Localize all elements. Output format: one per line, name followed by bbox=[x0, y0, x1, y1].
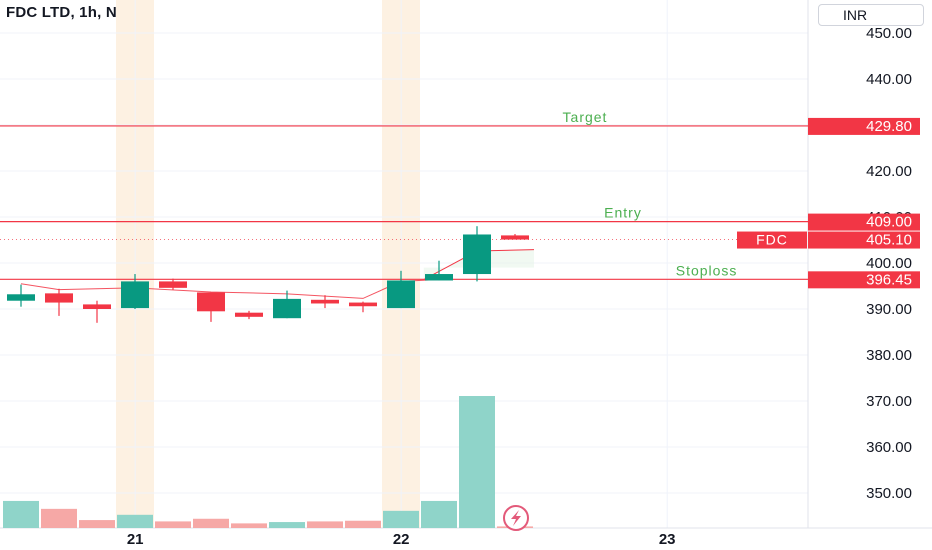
volume-bar bbox=[459, 396, 495, 528]
volume-bar bbox=[269, 522, 305, 528]
volume-bars bbox=[3, 396, 533, 528]
candle-body bbox=[159, 281, 187, 288]
time-tick-label: 22 bbox=[393, 531, 410, 548]
price-tag-last bbox=[808, 231, 920, 249]
candles bbox=[7, 226, 529, 323]
level-label-target: Target bbox=[563, 109, 608, 125]
candle-body bbox=[425, 274, 453, 281]
price-tick-label: 420.00 bbox=[866, 163, 912, 180]
candle-body bbox=[387, 280, 415, 309]
candle-body bbox=[349, 302, 377, 307]
price-tick-label: 390.00 bbox=[866, 301, 912, 318]
price-axis: 450.00440.00430.00420.00410.00400.00390.… bbox=[866, 25, 912, 502]
volume-bar bbox=[41, 508, 77, 528]
grid bbox=[0, 0, 932, 529]
moving-average bbox=[20, 249, 535, 299]
volume-bar bbox=[79, 520, 115, 528]
price-tick-label: 450.00 bbox=[866, 25, 912, 42]
chart-title: FDC LTD, 1h, NSE bbox=[6, 4, 138, 21]
volume-bar bbox=[193, 518, 229, 528]
time-tick-label: 23 bbox=[659, 531, 676, 548]
level-label-entry: Entry bbox=[604, 205, 642, 221]
price-tag-stoploss bbox=[808, 271, 920, 289]
volume-bar bbox=[3, 500, 39, 528]
candle-body bbox=[121, 281, 149, 309]
time-tick-label: 21 bbox=[127, 531, 144, 548]
time-axis: 21 22 23 bbox=[127, 531, 676, 548]
lightning-bolt-icon bbox=[511, 510, 521, 526]
price-tag-entry bbox=[808, 213, 920, 231]
price-tick-label: 350.00 bbox=[866, 485, 912, 502]
price-tick-label: 400.00 bbox=[866, 255, 912, 272]
candle-body bbox=[501, 235, 529, 240]
candle-body bbox=[83, 304, 111, 309]
price-tick-label: 370.00 bbox=[866, 393, 912, 410]
price-tag-label: 429.80 bbox=[866, 118, 912, 135]
level-label-stoploss: Stoploss bbox=[676, 262, 738, 278]
candle-body bbox=[311, 299, 339, 304]
candle-body bbox=[463, 234, 491, 275]
price-tag-label: 409.00 bbox=[866, 214, 912, 231]
candle-body bbox=[7, 294, 35, 301]
symbol-tag-label: FDC bbox=[756, 232, 788, 248]
candle-body bbox=[235, 312, 263, 317]
candle-body bbox=[273, 298, 301, 319]
tradingview-logo bbox=[503, 505, 529, 531]
price-tags: 429.80 409.00 396.45 405.10 FDC bbox=[737, 117, 920, 289]
price-tick-label: 440.00 bbox=[866, 71, 912, 88]
currency-selector[interactable]: INR bbox=[818, 4, 924, 26]
volume-bar bbox=[155, 521, 191, 528]
volume-bar bbox=[345, 520, 381, 528]
candle-body bbox=[45, 293, 73, 303]
price-tag-label: 396.45 bbox=[866, 271, 912, 288]
price-tag-target bbox=[808, 117, 920, 135]
price-tick-label: 380.00 bbox=[866, 347, 912, 364]
candle-body bbox=[197, 292, 225, 312]
price-levels: Target Entry Stoploss bbox=[0, 109, 808, 280]
volume-bar bbox=[383, 510, 419, 528]
price-tick-label: 360.00 bbox=[866, 439, 912, 456]
moving-average-line bbox=[20, 279, 440, 299]
volume-bar bbox=[307, 521, 343, 528]
volume-bar bbox=[117, 514, 153, 528]
volume-bar bbox=[421, 500, 457, 528]
price-tag-last-label: 405.10 bbox=[866, 232, 912, 249]
volume-bar bbox=[231, 523, 267, 528]
symbol-tag bbox=[737, 231, 807, 249]
